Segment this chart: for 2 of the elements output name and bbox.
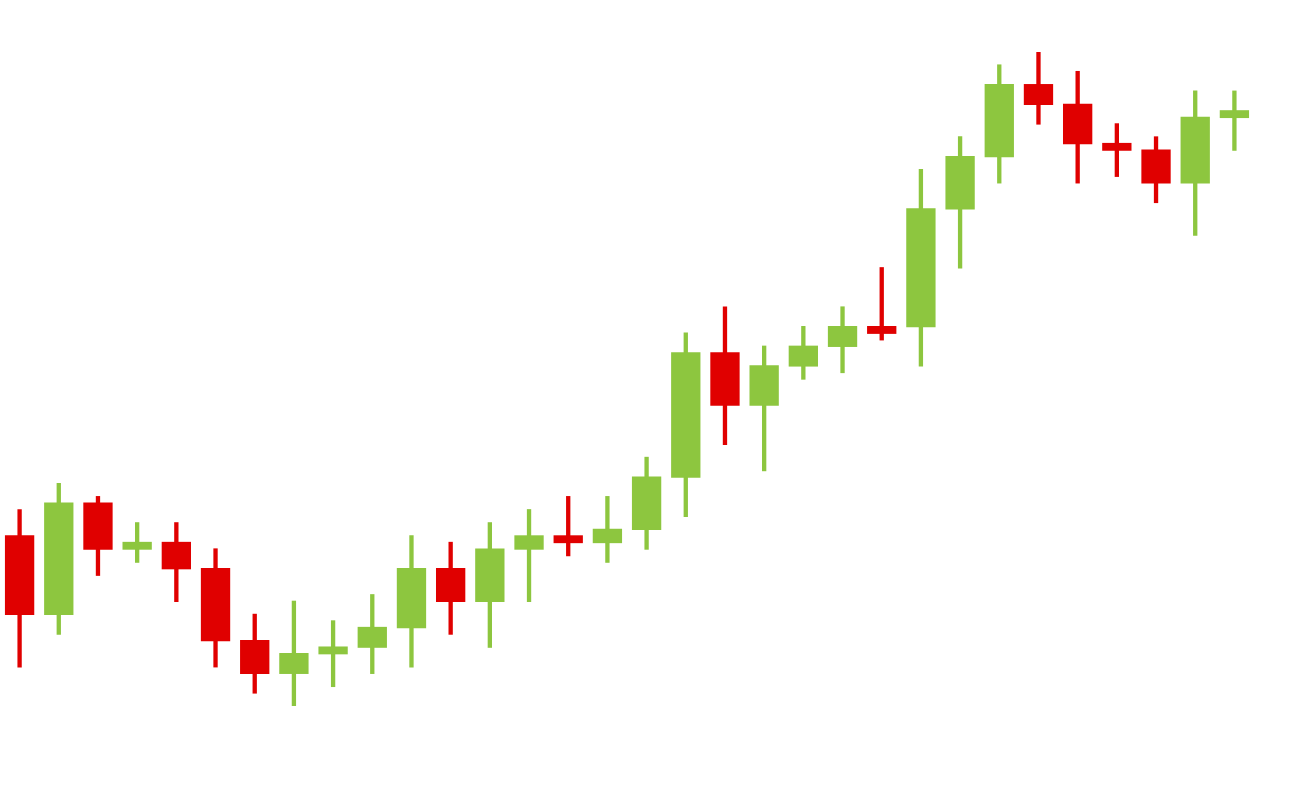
- candlestick: [1219, 90, 1250, 151]
- candlestick: [592, 496, 623, 563]
